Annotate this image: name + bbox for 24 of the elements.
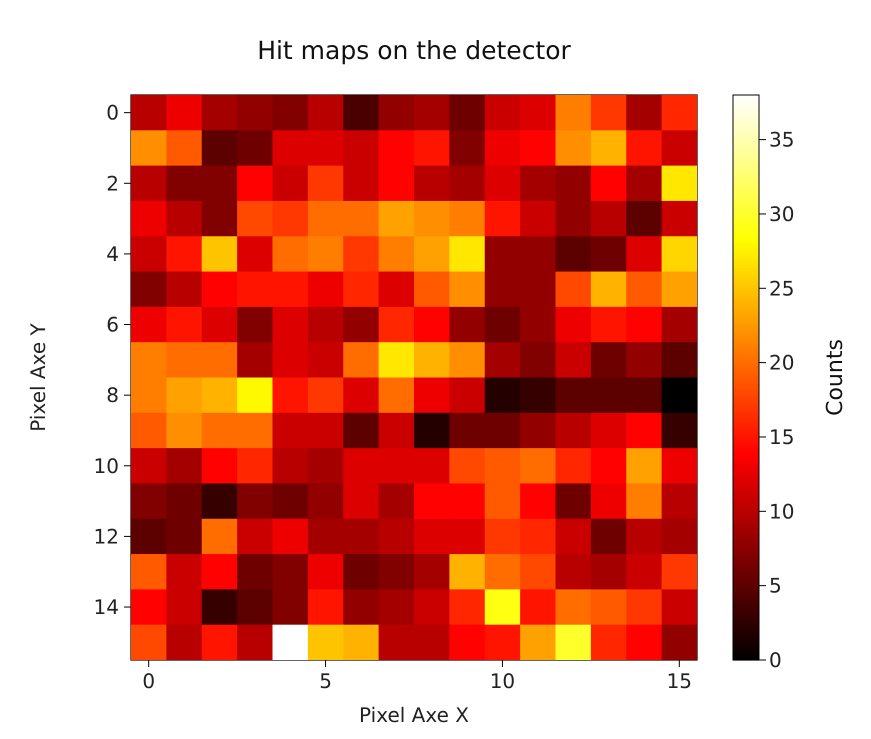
x-axis-title: Pixel Axe X xyxy=(359,703,470,727)
y-tick-label: 2 xyxy=(106,171,119,196)
y-tick-label: 4 xyxy=(106,242,119,266)
y-tick-label: 10 xyxy=(94,454,119,478)
x-tick-label: 5 xyxy=(319,669,332,693)
y-tick-label: 6 xyxy=(106,312,119,337)
y-tick-label: 12 xyxy=(94,524,119,548)
x-tick-label: 0 xyxy=(142,669,156,693)
x-tick-label: 10 xyxy=(490,669,516,693)
color-bar-label: 0 xyxy=(769,648,782,672)
color-bar-label: 20 xyxy=(769,350,794,375)
y-tick-label: 8 xyxy=(106,383,119,408)
color-bar-label: 25 xyxy=(769,276,794,300)
color-bar-label: 10 xyxy=(769,499,794,524)
color-bar-label: 35 xyxy=(769,128,794,152)
y-tick-label: 14 xyxy=(94,595,119,620)
color-bar-title: Counts xyxy=(823,339,848,416)
y-axis-title: Pixel Axe Y xyxy=(26,322,50,432)
color-bar-label: 15 xyxy=(769,424,794,449)
chart-title: Hit maps on the detector xyxy=(256,36,572,65)
y-tick-label: 0 xyxy=(106,100,119,125)
color-bar-label: 30 xyxy=(769,202,794,226)
x-tick-label: 15 xyxy=(666,669,692,693)
color-bar-label: 5 xyxy=(769,574,782,598)
